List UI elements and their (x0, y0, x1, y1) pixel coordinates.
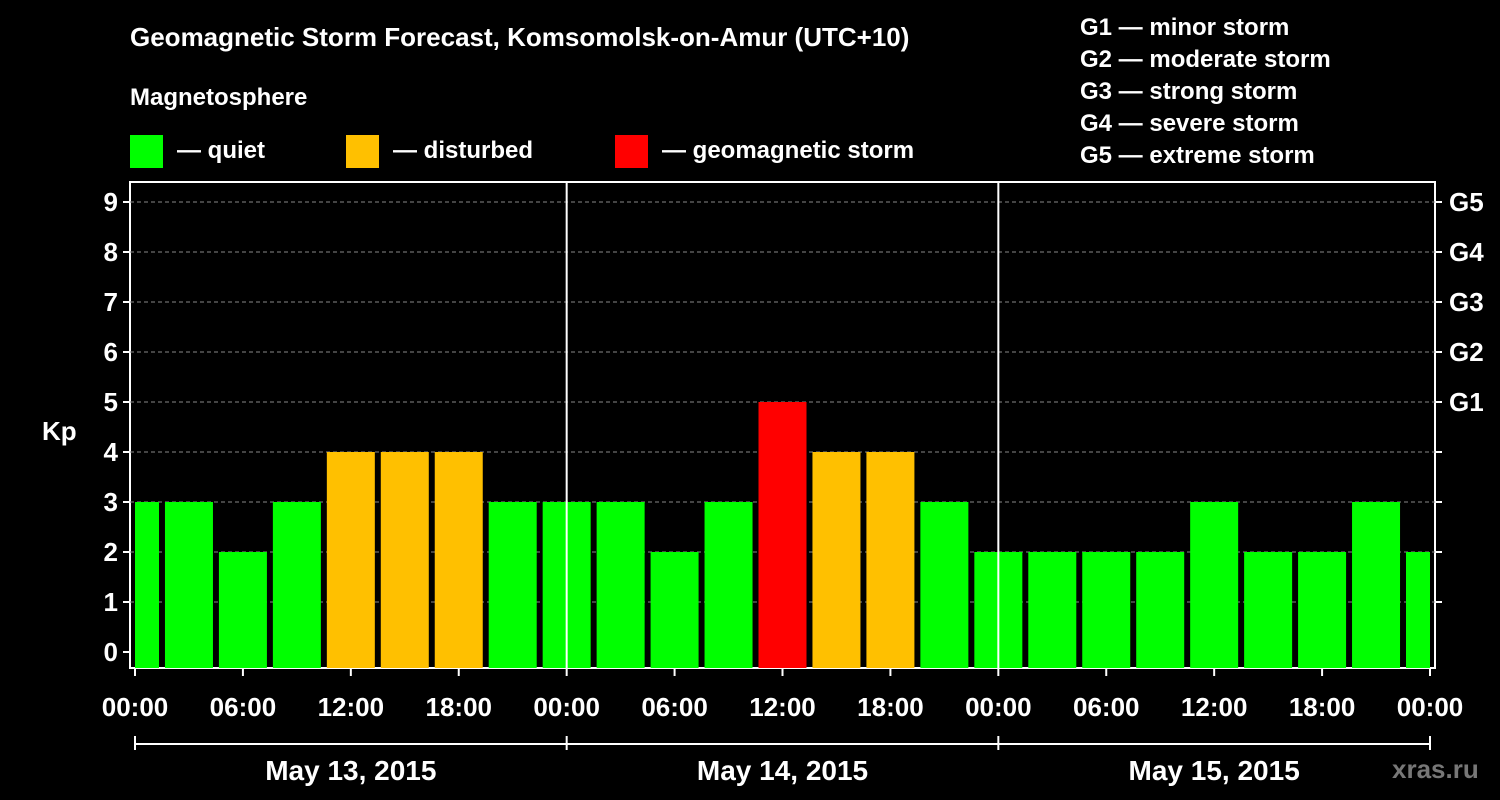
y-tick-label: 7 (104, 287, 118, 317)
bar-2 (218, 552, 267, 668)
legend-disturbed-label: — disturbed (393, 137, 534, 164)
storm-scale-g4: G4 — severe storm (1080, 110, 1299, 137)
x-tick-label: 18:00 (857, 692, 924, 722)
date-label-1: May 13, 2015 (265, 755, 436, 786)
y-axis-label: Kp (42, 416, 77, 446)
bar-12 (758, 402, 807, 668)
g-scale-label-G2: G2 (1449, 337, 1484, 367)
legend-storm-label: — geomagnetic storm (662, 137, 915, 164)
bar-1 (164, 502, 213, 668)
g-scale-label-G1: G1 (1449, 387, 1484, 417)
g-scale-label-G5: G5 (1449, 187, 1484, 217)
bar-24 (1406, 552, 1430, 668)
storm-scale-g5: G5 — extreme storm (1080, 142, 1315, 169)
y-tick-label: 4 (104, 437, 119, 467)
bar-7 (488, 502, 537, 668)
bar-15 (920, 502, 969, 668)
legend-storm: — geomagnetic storm (615, 134, 914, 168)
x-tick-label: 06:00 (1073, 692, 1140, 722)
date-label-2: May 14, 2015 (697, 755, 868, 786)
y-tick-label: 1 (104, 587, 118, 617)
bar-19 (1136, 552, 1185, 668)
bar-6 (434, 452, 483, 668)
storm-scale-g1: G1 — minor storm (1080, 14, 1290, 41)
x-tick-label: 12:00 (1181, 692, 1248, 722)
bar-14 (866, 452, 915, 668)
g-scale-label-G3: G3 (1449, 287, 1484, 317)
bar-20 (1190, 502, 1239, 668)
bar-5 (380, 452, 429, 668)
bar-21 (1244, 552, 1293, 668)
y-tick-label: 2 (104, 537, 118, 567)
chart-title: Geomagnetic Storm Forecast, Komsomolsk-o… (130, 22, 910, 52)
bar-4 (326, 452, 375, 668)
storm-scale-g2: G2 — moderate storm (1080, 46, 1331, 73)
storm-scale-g3: G3 — strong storm (1080, 78, 1298, 105)
x-tick-label: 00:00 (965, 692, 1032, 722)
bar-3 (272, 502, 321, 668)
bar-23 (1352, 502, 1401, 668)
y-tick-label: 0 (104, 637, 118, 667)
storm-scale-legend: G1 — minor storm G2 — moderate storm G3 … (1080, 12, 1331, 172)
bar-13 (812, 452, 861, 668)
y-tick-label: 5 (104, 387, 118, 417)
x-tick-label: 12:00 (318, 692, 385, 722)
x-tick-label: 12:00 (749, 692, 816, 722)
bar-18 (1082, 552, 1131, 668)
watermark: xras.ru (1392, 754, 1479, 784)
x-tick-label: 00:00 (1397, 692, 1464, 722)
bar-17 (1028, 552, 1077, 668)
legend-quiet: — quiet (130, 134, 265, 168)
date-label-3: May 15, 2015 (1129, 755, 1300, 786)
bar-10 (650, 552, 699, 668)
x-tick-label: 00:00 (102, 692, 169, 722)
x-tick-label: 00:00 (533, 692, 600, 722)
y-tick-label: 8 (104, 237, 118, 267)
legend-quiet-swatch (130, 134, 163, 168)
bar-22 (1298, 552, 1347, 668)
x-tick-label: 06:00 (641, 692, 708, 722)
y-tick-label: 6 (104, 337, 118, 367)
legend-disturbed: — disturbed (346, 134, 533, 168)
y-tick-label: 3 (104, 487, 118, 517)
legend-disturbed-swatch (346, 134, 379, 168)
x-tick-label: 18:00 (426, 692, 493, 722)
legend-storm-swatch (615, 134, 648, 168)
bar-9 (596, 502, 645, 668)
legend-quiet-label: — quiet (177, 137, 265, 164)
x-tick-label: 06:00 (210, 692, 277, 722)
bar-11 (704, 502, 753, 668)
bar-0 (135, 502, 159, 668)
y-tick-label: 9 (104, 187, 118, 217)
x-tick-label: 18:00 (1289, 692, 1356, 722)
g-scale-label-G4: G4 (1449, 237, 1484, 267)
chart-subtitle: Magnetosphere (130, 84, 308, 111)
